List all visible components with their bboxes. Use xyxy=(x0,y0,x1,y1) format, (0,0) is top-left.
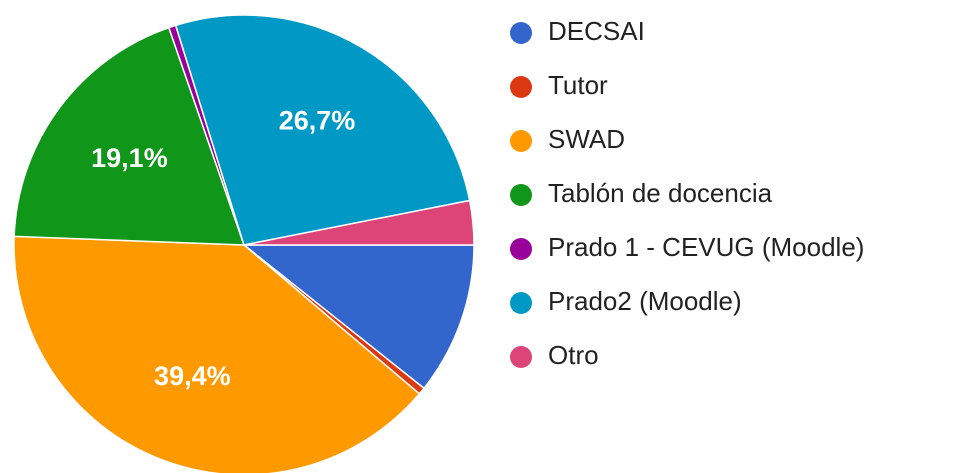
legend-label: Prado 1 - CEVUG (Moodle) xyxy=(548,232,864,262)
legend-swatch xyxy=(510,130,532,152)
slice-label: 19,1% xyxy=(91,143,168,173)
legend-swatch xyxy=(510,238,532,260)
legend-label: Prado2 (Moodle) xyxy=(548,286,742,316)
legend-label: Otro xyxy=(548,340,599,370)
legend-swatch xyxy=(510,184,532,206)
legend-swatch xyxy=(510,76,532,98)
slice-label: 26,7% xyxy=(279,106,356,136)
pie-slice xyxy=(13,26,246,246)
legend-label: DECSAI xyxy=(548,16,645,46)
slice-label: 39,4% xyxy=(154,361,231,391)
pie-slice xyxy=(13,235,421,473)
legend-label: Tablón de docencia xyxy=(548,178,773,208)
legend-label: SWAD xyxy=(548,124,625,154)
legend-swatch xyxy=(510,346,532,368)
legend-swatch xyxy=(510,292,532,314)
legend-label: Tutor xyxy=(548,70,608,100)
pie-slice xyxy=(174,14,471,246)
legend-swatch xyxy=(510,22,532,44)
pie-slice xyxy=(243,199,475,246)
pie-slice xyxy=(241,244,475,390)
